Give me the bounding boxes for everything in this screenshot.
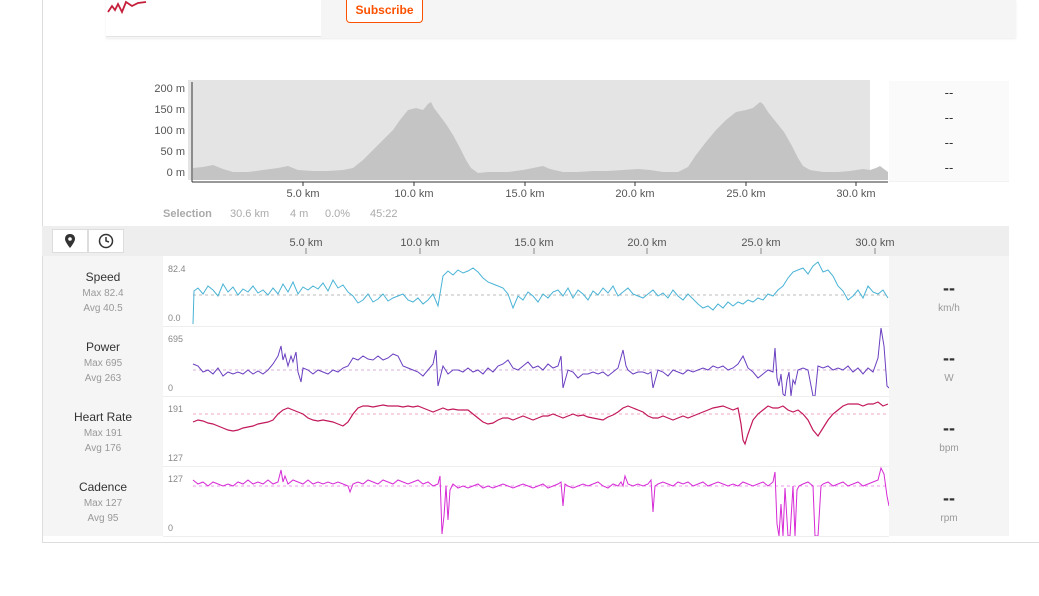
stream-current-value: -- [943,418,955,438]
stream-y-max: 191 [168,404,184,414]
stream-avg: Avg 263 [84,373,122,384]
elevation-x-label: 30.0 km [836,188,876,200]
stream-name: Power [85,340,120,354]
stream-chart-cadence[interactable]: 127 0 [163,466,889,537]
stream-avg: Avg 176 [84,443,122,454]
elevation-y-label: 100 m [154,125,185,137]
streams-x-label: 5.0 km [289,237,323,249]
cadence-stream-plot [192,466,889,536]
stream-name: Cadence [78,480,128,494]
elevation-profile-chart[interactable] [188,80,890,188]
elevation-side-value: -- [889,106,1009,132]
streams-x-label: 30.0 km [855,237,895,249]
selection-grade: 0.0% [325,208,351,220]
selection-label: Selection [163,208,212,220]
stream-max: Max 695 [83,358,123,369]
stream-y-max: 82.4 [168,264,186,274]
streams-x-label: 10.0 km [400,237,440,249]
selection-time: 45:22 [370,208,398,220]
elevation-x-label: 25.0 km [726,188,766,200]
distance-mode-button[interactable] [52,229,88,253]
elevation-side-value: -- [889,131,1009,157]
stream-current-power: -- W [889,326,1009,397]
stream-unit: rpm [940,513,958,524]
stream-avg: Avg 40.5 [83,303,123,314]
streams-x-label: 25.0 km [741,237,781,249]
stream-label-speed[interactable]: Speed Max 82.4 Avg 40.5 [43,256,163,327]
streams-x-axis-ticks [305,248,876,254]
subscribe-button[interactable]: Subscribe [346,0,423,23]
heart-rate-stream-plot [192,401,889,446]
clock-icon [98,233,114,249]
elevation-x-label: 20.0 km [615,188,655,200]
elevation-x-label: 5.0 km [286,188,320,200]
power-stream-plot [192,327,889,396]
elevation-side-value: -- [889,156,1009,182]
elevation-profile-area [193,102,888,180]
panel-border-left [42,0,43,543]
stream-avg: Avg 95 [87,513,119,524]
stream-name: Heart Rate [73,410,133,424]
stream-label-power[interactable]: Power Max 695 Avg 263 [43,326,163,397]
map-pin-icon [65,234,75,248]
stream-chart-heart-rate[interactable]: 191 127 [163,396,889,467]
selection-elevation: 4 m [290,208,309,220]
power-line [192,327,889,396]
elevation-y-label: 0 m [166,167,185,179]
elevation-y-label: 150 m [154,104,185,116]
elevation-y-label: 50 m [160,146,185,158]
stream-y-max: 695 [168,334,184,344]
streams-x-label: 20.0 km [627,237,667,249]
elevation-x-label: 15.0 km [505,188,545,200]
stream-name: Speed [85,270,121,284]
stream-current-value: -- [943,488,955,508]
stream-chart-speed[interactable]: 82.4 0.0 [163,256,889,327]
streams-toolbar [42,226,1009,256]
stream-y-min: 0 [168,523,174,533]
cadence-line [192,466,889,536]
stream-max: Max 191 [83,428,123,439]
streams-x-label: 15.0 km [514,237,554,249]
speed-stream-plot [192,261,889,325]
stream-y-min: 0 [168,383,174,393]
stream-max: Max 127 [83,498,123,509]
elevation-y-label: 200 m [154,83,185,95]
stream-current-value: -- [943,348,955,368]
stream-max: Max 82.4 [82,288,124,299]
stream-y-min: 127 [168,453,184,463]
stream-current-cadence: -- rpm [889,466,1009,537]
panel-border-bottom [42,542,1039,543]
speed-line [192,261,889,325]
stream-unit: km/h [938,303,960,314]
stream-label-cadence[interactable]: Cadence Max 127 Avg 95 [43,466,163,537]
stream-current-value: -- [943,278,955,298]
route-line-icon [107,0,147,14]
stream-y-min: 0.0 [168,313,181,323]
elevation-x-label: 10.0 km [394,188,434,200]
stream-y-max: 127 [168,474,184,484]
stream-current-speed: -- km/h [889,256,1009,327]
stream-unit: bpm [939,443,959,454]
stream-chart-power[interactable]: 695 0 [163,326,889,397]
stream-label-heart-rate[interactable]: Heart Rate Max 191 Avg 176 [43,396,163,467]
selection-distance: 30.6 km [230,208,270,220]
heart-rate-line [192,401,889,446]
route-map-thumbnail[interactable] [106,0,321,37]
stream-current-heart-rate: -- bpm [889,396,1009,467]
stream-unit: W [944,373,954,384]
elevation-side-value: -- [889,81,1009,107]
time-mode-button[interactable] [88,229,124,253]
